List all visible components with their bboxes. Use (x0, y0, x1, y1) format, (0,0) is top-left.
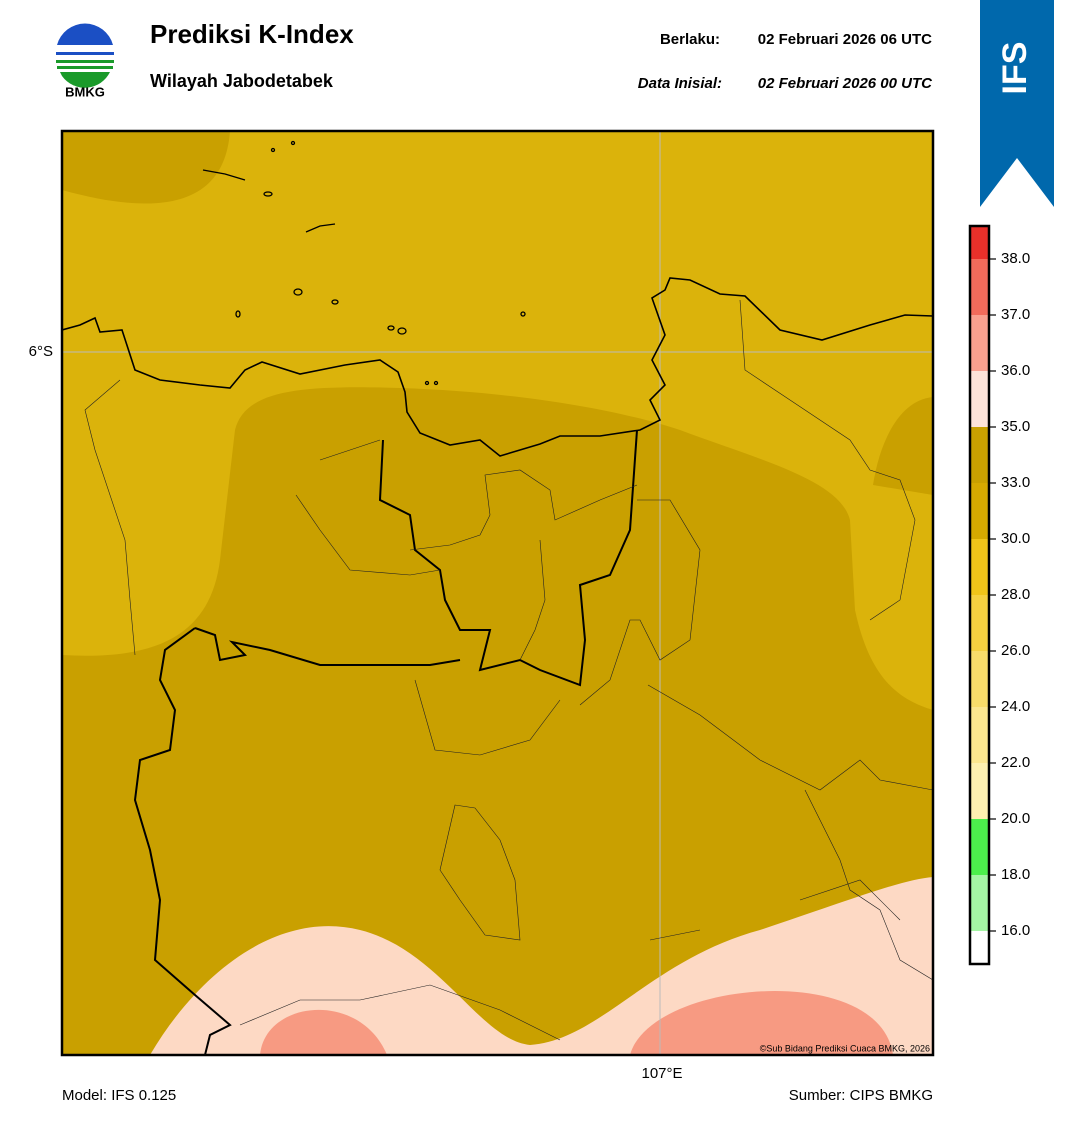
colorbar-band (970, 259, 989, 315)
colorbar-band (970, 875, 989, 931)
footer-model: Model: IFS 0.125 (62, 1087, 176, 1104)
colorbar-tick-label: 26.0 (1001, 642, 1030, 659)
colorbar-band (970, 315, 989, 371)
colorbar-tick-label: 24.0 (1001, 698, 1030, 715)
colorbar-band (970, 427, 989, 483)
colorbar-tick-label: 22.0 (1001, 754, 1030, 771)
colorbar-band (970, 819, 989, 875)
colorbar-tick-label: 36.0 (1001, 362, 1030, 379)
colorbar-band (970, 226, 989, 259)
colorbar-band (970, 651, 989, 707)
colorbar-band (970, 763, 989, 819)
colorbar-frame (968, 224, 991, 966)
model-badge-text: IFS (996, 42, 1034, 95)
lat-label: 6°S (29, 343, 53, 360)
bmkg-logo: BMKG (56, 23, 114, 99)
map-credit: ©Sub Bidang Prediksi Cuaca BMKG, 2026 (760, 1043, 930, 1053)
colorbar-tick-label: 20.0 (1001, 810, 1030, 827)
map-frame (60, 129, 935, 1057)
colorbar-tick-label: 28.0 (1001, 586, 1030, 603)
colorbar-band (970, 707, 989, 763)
colorbar-tick-label: 16.0 (1001, 922, 1030, 939)
valid-label: Berlaku: (660, 31, 720, 48)
model-badge (980, 0, 1054, 207)
colorbar-tick-label: 33.0 (1001, 474, 1030, 491)
map: ©Sub Bidang Prediksi Cuaca BMKG, 2026 (62, 131, 933, 1055)
footer-source: Sumber: CIPS BMKG (789, 1087, 933, 1104)
colorbar-band (970, 931, 989, 964)
logo-text: BMKG (65, 84, 105, 99)
subtitle: Wilayah Jabodetabek (150, 71, 334, 91)
colorbar-band (970, 371, 989, 427)
colorbar: 16.0 18.0 20.0 22.0 24.0 26.0 28.0 30.0 33.0 35.0… (968, 224, 1030, 966)
colorbar-tick-label: 18.0 (1001, 866, 1030, 883)
colorbar-band (970, 595, 989, 651)
title: Prediksi K-Index (150, 19, 354, 49)
valid-time: 02 Februari 2026 06 UTC (758, 31, 932, 48)
colorbar-tick-label: 30.0 (1001, 530, 1030, 547)
colorbar-tick-label: 38.0 (1001, 250, 1030, 267)
lon-label: 107°E (641, 1065, 682, 1082)
colorbar-tick-label: 37.0 (1001, 306, 1030, 323)
colorbar-band (970, 483, 989, 539)
colorbar-tick-label: 35.0 (1001, 418, 1030, 435)
colorbar-band (970, 539, 989, 595)
init-time: 02 Februari 2026 00 UTC (758, 75, 933, 92)
init-label: Data Inisial: (638, 75, 722, 92)
